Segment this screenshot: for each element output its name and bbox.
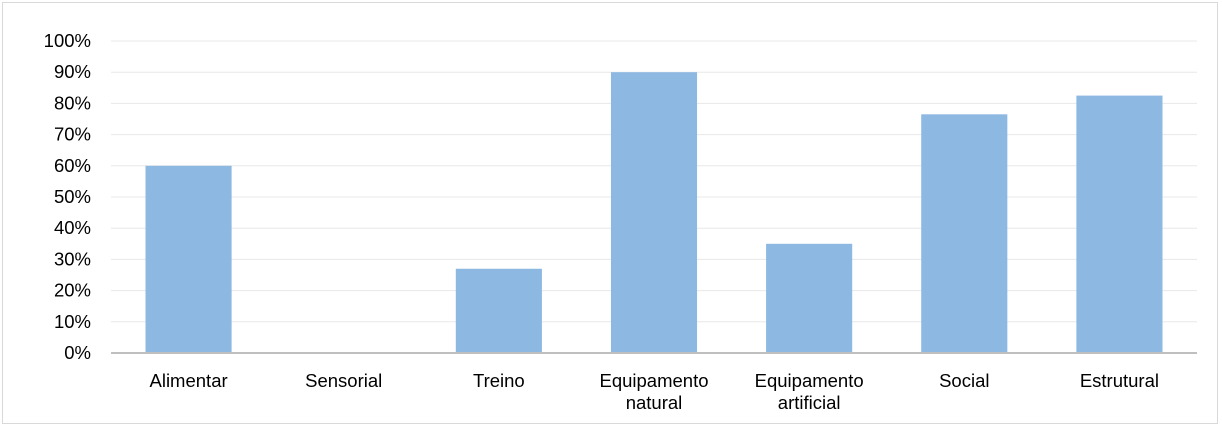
bar bbox=[921, 114, 1008, 353]
x-tick-label: Equipamento artificial bbox=[755, 370, 864, 413]
bars bbox=[145, 72, 1163, 353]
x-tick-label: Estrutural bbox=[1080, 370, 1159, 391]
bar bbox=[766, 243, 853, 353]
y-tick-label: 80% bbox=[54, 92, 91, 113]
chart-area: 0% 10% 20% 30% 40% 50% 60% 70% 80% 90% 100% Alimen… bbox=[2, 2, 1218, 424]
bar bbox=[1076, 95, 1163, 353]
x-tick-label: Social bbox=[939, 370, 989, 391]
bar bbox=[145, 165, 232, 353]
x-tick-label: Treino bbox=[473, 370, 525, 391]
y-tick-label: 70% bbox=[54, 124, 91, 145]
bar bbox=[610, 72, 698, 353]
x-axis-tick-labels: Alimentar Sensorial Treino Equipamento natur… bbox=[150, 370, 1160, 413]
y-tick-label: 90% bbox=[54, 61, 91, 82]
x-tick-label: Equipamento natural bbox=[599, 370, 708, 413]
y-axis-tick-labels: 0% 10% 20% 30% 40% 50% 60% 70% 80% 90% 100% bbox=[44, 30, 91, 363]
y-tick-label: 10% bbox=[54, 311, 91, 332]
y-tick-label: 40% bbox=[54, 217, 91, 238]
x-tick-label: Alimentar bbox=[150, 370, 228, 391]
bar bbox=[455, 268, 542, 353]
x-tick-label: Sensorial bbox=[305, 370, 382, 391]
y-tick-label: 50% bbox=[54, 186, 91, 207]
y-tick-label: 20% bbox=[54, 280, 91, 301]
y-tick-label: 60% bbox=[54, 155, 91, 176]
bar-chart: 0% 10% 20% 30% 40% 50% 60% 70% 80% 90% 100% Alimen… bbox=[44, 30, 1197, 413]
y-tick-label: 0% bbox=[64, 342, 91, 363]
y-tick-label: 30% bbox=[54, 248, 91, 269]
y-tick-label: 100% bbox=[44, 30, 91, 51]
